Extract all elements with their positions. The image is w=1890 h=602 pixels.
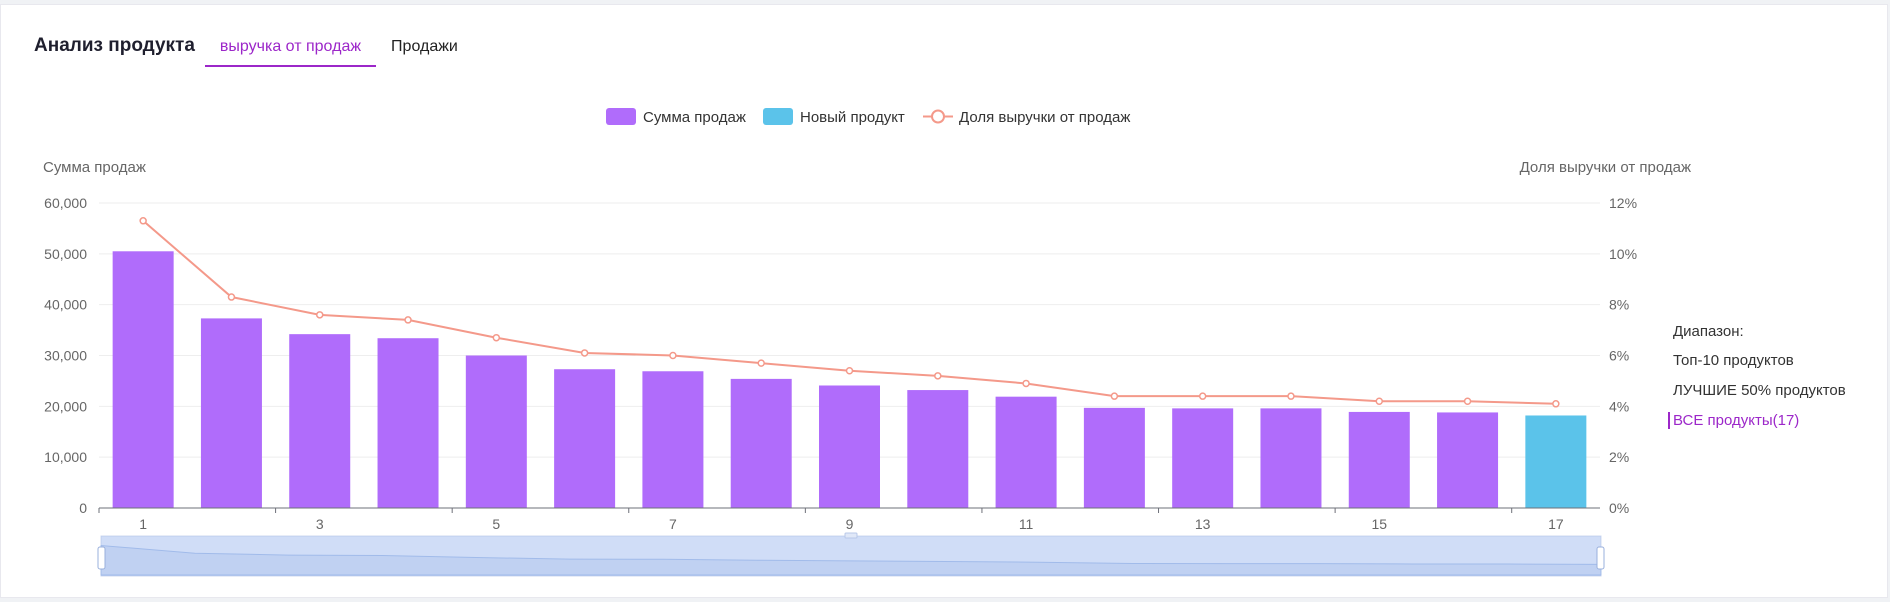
range-panel: Диапазон: Топ-10 продуктов ЛУЧШИЕ 50% пр…: [1668, 323, 1846, 442]
y2-tick-label: 12%: [1609, 195, 1637, 211]
y2-tick-label: 0%: [1609, 500, 1629, 516]
zoom-handle-left[interactable]: [97, 546, 106, 570]
zoom-preview-shape: [100, 544, 1602, 576]
share-point: [1110, 392, 1119, 400]
y-tick-label: 30,000: [44, 348, 87, 364]
y-axis: 0 10,000 20,000 30,000 40,000 50,000 60,000: [44, 195, 87, 516]
y2-axis: 0% 2% 4% 6% 8% 10% 12%: [1609, 195, 1637, 516]
share-point: [1198, 392, 1207, 400]
product-analysis-card: Анализ продукта выручка от продаж Продаж…: [0, 4, 1888, 598]
sales-bar: [465, 355, 527, 508]
y2-tick-label: 4%: [1609, 398, 1629, 414]
y-axis-title: Сумма продаж: [43, 159, 146, 176]
legend-swatch-sales[interactable]: [606, 108, 636, 125]
sales-bar: [1437, 412, 1499, 508]
legend-label-share[interactable]: Доля выручки от продаж: [959, 109, 1130, 126]
sales-bar: [907, 390, 969, 508]
sales-bar: [112, 251, 174, 508]
zoom-handle-right[interactable]: [1596, 546, 1605, 570]
share-line-series: [139, 217, 1560, 408]
y2-tick-label: 10%: [1609, 246, 1637, 262]
x-tick-label: 11: [1019, 516, 1034, 532]
header: Анализ продукта выручка от продаж Продаж…: [34, 33, 473, 69]
share-point: [934, 372, 942, 380]
share-point: [315, 311, 324, 319]
share-point: [1022, 379, 1030, 388]
y-tick-label: 60,000: [44, 195, 87, 211]
share-line: [142, 220, 1556, 405]
tab-sales-revenue[interactable]: выручка от продаж: [204, 33, 377, 67]
sales-bar: [730, 378, 792, 508]
sales-bar: [1172, 408, 1234, 508]
y2-tick-label: 2%: [1609, 449, 1629, 465]
y-tick-label: 20,000: [44, 398, 87, 414]
share-point: [580, 349, 589, 357]
sales-bar: [554, 369, 616, 508]
share-point: [757, 359, 765, 367]
zoom-drag-handle[interactable]: [844, 532, 858, 539]
share-point: [492, 333, 501, 342]
x-tick-label: 13: [1195, 516, 1211, 532]
legend-label-new-product[interactable]: Новый продукт: [800, 109, 905, 126]
range-option-top10[interactable]: Топ-10 продуктов: [1673, 352, 1794, 369]
sales-bar: [995, 396, 1057, 508]
x-tick-label: 15: [1371, 516, 1387, 532]
y2-axis-title: Доля выручки от продаж: [1520, 159, 1691, 176]
sales-bar: [1083, 407, 1145, 508]
y-tick-label: 10,000: [44, 449, 87, 465]
sales-bar: [377, 338, 439, 508]
sales-bar: [200, 318, 262, 508]
x-axis: 1 3 5 7 9 11 13 15 17: [98, 507, 1600, 532]
range-option-top50[interactable]: ЛУЧШИЕ 50% продуктов: [1673, 382, 1846, 399]
new-product-bar: [1525, 415, 1587, 508]
sales-bar: [289, 334, 351, 508]
sales-bar: [642, 371, 704, 508]
share-point: [1287, 392, 1295, 400]
y-tick-label: 0: [79, 500, 87, 516]
x-tick-label: 17: [1548, 516, 1564, 532]
range-title: Диапазон:: [1673, 323, 1744, 340]
range-option-all[interactable]: ВСЕ продукты(17): [1668, 412, 1846, 429]
share-point: [227, 293, 236, 301]
share-point: [845, 367, 854, 375]
x-tick-label: 5: [492, 516, 500, 532]
legend-swatch-new-product[interactable]: [763, 108, 793, 125]
sales-bar: [819, 385, 880, 508]
revenue-chart: Сумма продаж Новый продукт Доля выручки …: [43, 108, 1691, 577]
share-point: [404, 316, 412, 324]
share-point: [1463, 397, 1472, 405]
page-title: Анализ продукта: [34, 35, 195, 56]
x-tick-label: 3: [316, 516, 324, 532]
legend-marker-share[interactable]: [931, 109, 945, 124]
y-tick-label: 50,000: [44, 246, 87, 262]
share-point: [1375, 397, 1384, 405]
chart-legend[interactable]: Сумма продаж Новый продукт Доля выручки …: [606, 108, 1130, 126]
x-tick-label: 9: [846, 516, 854, 532]
sales-bar: [1260, 408, 1322, 508]
bar-series: [112, 251, 1587, 508]
x-tick-label: 7: [669, 516, 677, 532]
legend-label-sales[interactable]: Сумма продаж: [643, 109, 746, 126]
data-zoom-slider[interactable]: [97, 532, 1605, 577]
share-point: [1552, 400, 1560, 408]
zoom-selected-range[interactable]: [101, 536, 1601, 576]
y2-tick-label: 8%: [1609, 297, 1629, 313]
tab-sales[interactable]: Продажи: [391, 38, 458, 55]
x-tick-label: 1: [139, 516, 147, 532]
sales-bar: [1348, 411, 1410, 508]
share-point: [139, 217, 147, 225]
share-point: [669, 351, 677, 360]
y-tick-label: 40,000: [44, 297, 87, 313]
y2-tick-label: 6%: [1609, 348, 1629, 364]
